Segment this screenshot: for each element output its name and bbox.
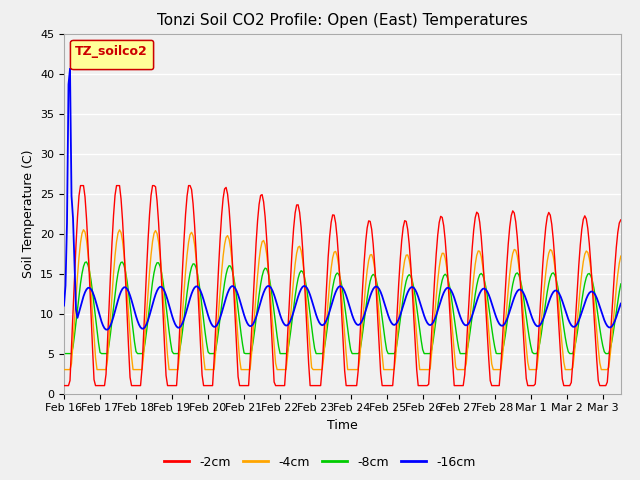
Legend: -2cm, -4cm, -8cm, -16cm: -2cm, -4cm, -8cm, -16cm: [159, 451, 481, 474]
Legend: : [70, 40, 153, 69]
X-axis label: Time: Time: [327, 419, 358, 432]
Title: Tonzi Soil CO2 Profile: Open (East) Temperatures: Tonzi Soil CO2 Profile: Open (East) Temp…: [157, 13, 528, 28]
Y-axis label: Soil Temperature (C): Soil Temperature (C): [22, 149, 35, 278]
